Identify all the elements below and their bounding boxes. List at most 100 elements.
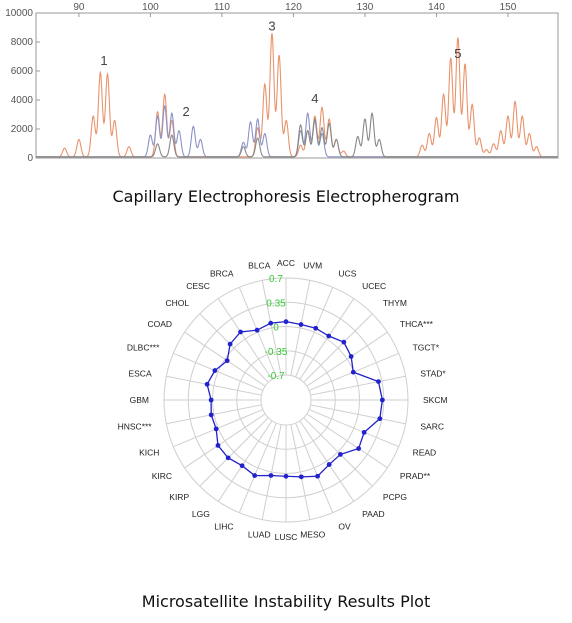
- radar-series: [204, 319, 385, 480]
- radar-spoke: [217, 420, 273, 502]
- x-tick-label: 100: [142, 2, 159, 13]
- radar-spoke: [217, 298, 273, 380]
- radar-spoke: [166, 404, 262, 425]
- msi-radar-chart: ACC UVM UCS UCEC THYM THCA*** TGCT* STAD* SKCM SA…: [118, 258, 448, 542]
- msi-data-point: [215, 443, 221, 448]
- msi-data-point: [315, 473, 320, 479]
- msi-data-point: [377, 416, 383, 422]
- radar-spoke: [199, 313, 269, 383]
- category-label: KIRC: [152, 471, 172, 481]
- category-label: GBM: [130, 395, 149, 405]
- radar-spoke: [310, 404, 406, 425]
- category-label: HNSC***: [118, 422, 153, 432]
- radar-spoke: [299, 298, 355, 380]
- radar-spoke: [261, 424, 282, 520]
- category-label: SARC: [420, 422, 444, 432]
- radar-category-labels: ACC UVM UCS UCEC THYM THCA*** TGCT* STAD* SKCM SA…: [118, 258, 448, 542]
- radar-spoke: [184, 331, 266, 387]
- msi-data-point: [326, 333, 332, 339]
- radar-spoke: [306, 413, 388, 469]
- radar-spoke: [295, 422, 334, 513]
- radial-tick-label: 0.35: [266, 298, 286, 309]
- msi-data-point: [212, 368, 218, 373]
- y-tick-label: 10000: [5, 8, 33, 19]
- y-tick-label: 2000: [11, 124, 34, 135]
- msi-data-point: [252, 473, 258, 478]
- category-label: BLCA: [248, 261, 271, 271]
- category-label: LIHC: [214, 522, 233, 532]
- msi-data-point: [268, 473, 274, 478]
- radar-spoke: [238, 422, 277, 513]
- electropherogram-traces: [36, 33, 558, 158]
- radar-spoke: [306, 331, 388, 387]
- category-label: KICH: [139, 447, 159, 457]
- radar-spoke: [310, 375, 406, 396]
- category-label: MESO: [300, 529, 325, 539]
- radar-grid: [163, 277, 409, 523]
- radar-spoke: [303, 417, 373, 487]
- msi-data-point: [348, 354, 354, 359]
- msi-data-point: [213, 426, 219, 432]
- category-label: PAAD: [362, 509, 385, 519]
- category-label: TGCT*: [413, 343, 440, 353]
- y-tick-label: 0: [27, 153, 33, 164]
- radar-spoke: [303, 313, 373, 383]
- y-tick-label: 4000: [11, 95, 34, 106]
- category-label: ESCA: [128, 368, 151, 378]
- radial-tick-label: -0.7: [267, 371, 285, 382]
- category-label: THYM: [383, 298, 407, 308]
- electropherogram-axes: 90 100 110 120 130 140 150 0 2000 4000 6000 8000 100…: [5, 2, 559, 164]
- x-tick-label: 90: [73, 2, 85, 13]
- trace-series-1: [36, 33, 558, 158]
- category-label: LUSC: [275, 532, 298, 542]
- msi-data-point: [283, 319, 289, 325]
- category-label: UCS: [338, 268, 356, 278]
- peak-label: 2: [183, 104, 190, 119]
- category-label: LGG: [192, 509, 210, 519]
- radial-tick-label: 0: [273, 323, 279, 334]
- msi-data-point: [298, 474, 304, 480]
- category-label: CHOL: [166, 298, 190, 308]
- msi-data-point: [341, 339, 347, 345]
- msi-data-point: [227, 341, 233, 347]
- msi-data-point: [313, 325, 319, 331]
- x-tick-label: 150: [500, 2, 517, 13]
- msi-data-point: [225, 455, 231, 461]
- msi-data-point: [239, 463, 245, 469]
- category-label: DLBC***: [127, 343, 160, 353]
- msi-data-point: [326, 462, 332, 467]
- msi-data-point: [350, 369, 356, 375]
- msi-caption: Microsatellite Instability Results Plot: [141, 592, 431, 611]
- radar-ring: [260, 374, 312, 426]
- category-label: SKCM: [423, 395, 448, 405]
- category-label: BRCA: [210, 268, 234, 278]
- msi-data-point: [356, 446, 362, 451]
- msi-data-point: [283, 473, 289, 479]
- msi-data-point: [268, 320, 274, 326]
- peak-label: 5: [454, 46, 461, 61]
- radar-spoke: [299, 420, 355, 502]
- msi-data-point: [208, 397, 214, 403]
- radar-spoke: [261, 280, 282, 376]
- category-label: CESC: [186, 281, 210, 291]
- x-tick-label: 120: [285, 2, 302, 13]
- category-label: PRAD**: [400, 471, 431, 481]
- electropherogram-caption: Capillary Electrophoresis Electropherogr…: [112, 187, 460, 206]
- msi-data-point: [238, 329, 243, 335]
- category-label: UCEC: [362, 281, 386, 291]
- radar-spoke: [199, 417, 269, 487]
- radar-radial-ticks: 0.7 0.35 0 -0.35 -0.7: [265, 274, 288, 382]
- x-tick-label: 130: [357, 2, 374, 13]
- category-label: READ: [413, 447, 437, 457]
- msi-data-point: [224, 358, 230, 364]
- category-label: COAD: [148, 319, 173, 329]
- radial-tick-label: 0.7: [269, 274, 283, 285]
- category-label: STAD*: [420, 368, 446, 378]
- msi-data-point: [254, 327, 260, 333]
- peak-labels: 1 2 3 4 5: [100, 18, 461, 119]
- x-tick-label: 110: [214, 2, 230, 13]
- msi-data-point: [338, 452, 343, 457]
- msi-data-point: [361, 429, 367, 435]
- radial-tick-label: -0.35: [265, 347, 288, 358]
- msi-series-line: [206, 320, 384, 478]
